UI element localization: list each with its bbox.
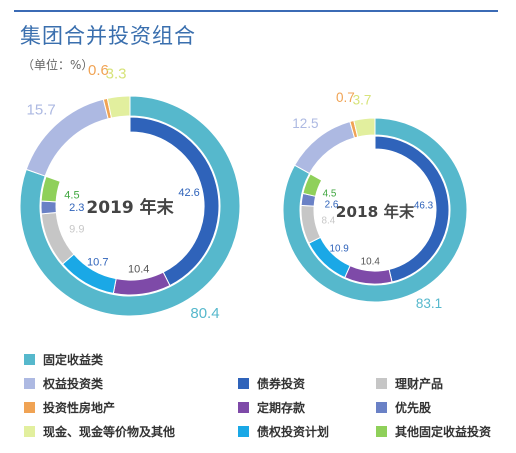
legend-swatch [24, 354, 35, 365]
legend-swatch [238, 426, 249, 437]
legend-item-fixed_income: 固定收益类 [24, 351, 103, 368]
legend-label: 其他固定收益投资 [395, 425, 492, 439]
outer-value-label: 0.7 [336, 90, 355, 105]
outer-value-label: 0.6 [88, 62, 109, 79]
inner-value-label: 10.9 [330, 243, 350, 254]
legend-item-debt_plans: 债权投资计划 [238, 423, 329, 440]
legend-label: 债券投资 [257, 377, 306, 391]
legend-swatch [376, 426, 387, 437]
outer-slice-cash [106, 95, 131, 119]
outer-value-label: 15.7 [27, 101, 56, 118]
center-year-label: 2018 年末 [336, 203, 415, 221]
legend-item-deposits: 定期存款 [238, 399, 305, 416]
legend-swatch [24, 378, 35, 389]
outer-value-label: 12.5 [292, 116, 318, 131]
legend-swatch [24, 426, 35, 437]
legend-label: 理财产品 [395, 377, 444, 391]
unit-label: （单位：%） [22, 58, 94, 72]
legend-item-other_fixed: 其他固定收益投资 [376, 423, 491, 440]
legend-swatch [238, 402, 249, 413]
legend-item-equity: 权益投资类 [24, 375, 103, 392]
inner-slice-preferred [40, 200, 57, 215]
inner-value-label: 8.4 [322, 216, 336, 227]
outer-value-label: 3.7 [353, 93, 372, 108]
inner-value-label: 2.3 [69, 202, 84, 214]
page-title: 集团合并投资组合 [20, 24, 196, 48]
inner-value-label: 4.5 [64, 189, 79, 201]
legend-swatch [24, 402, 35, 413]
inner-value-label: 10.7 [87, 257, 108, 269]
legend-item-bonds: 债券投资 [238, 375, 305, 392]
legend-item-property: 投资性房地产 [24, 399, 115, 416]
legend-label: 权益投资类 [43, 377, 104, 391]
inner-value-label: 2.6 [325, 200, 339, 211]
outer-value-label: 3.3 [106, 66, 127, 83]
legend-label: 债权投资计划 [257, 425, 330, 439]
donut-chart-2018: 83.1 12.5 0.73.7 46.3 10.4 10.9 8.4 2.64.5 2018 … [282, 90, 468, 311]
legend-item-wealth: 理财产品 [376, 375, 443, 392]
inner-value-label: 9.9 [69, 223, 84, 235]
header-rule [14, 10, 498, 12]
outer-value-label: 80.4 [190, 305, 219, 322]
legend-swatch [238, 378, 249, 389]
outer-slice-fixed_income [282, 117, 468, 303]
inner-value-label: 42.6 [178, 187, 199, 199]
inner-value-label: 46.3 [414, 200, 434, 211]
outer-slice-cash [353, 117, 376, 138]
inner-value-label: 10.4 [128, 263, 149, 275]
legend-item-cash: 现金、现金等价物及其他 [24, 423, 175, 440]
legend-item-preferred: 优先股 [376, 399, 431, 416]
legend-label: 定期存款 [257, 401, 306, 415]
legend-label: 投资性房地产 [43, 401, 116, 415]
inner-value-label: 10.4 [361, 256, 381, 267]
outer-value-label: 83.1 [416, 296, 442, 311]
outer-slice-fixed_income [19, 95, 241, 317]
inner-slice-other_fixed [40, 175, 61, 203]
center-year-label: 2019 年末 [86, 197, 174, 218]
legend-label: 固定收益类 [43, 353, 104, 367]
legend-swatch [376, 402, 387, 413]
donut-chart-2019: 80.4 15.7 0.63.3 42.6 10.4 10.7 9.9 2.34.5 2019 … [19, 62, 241, 322]
inner-value-label: 4.5 [323, 188, 337, 199]
legend-label: 优先股 [395, 401, 432, 415]
legend-swatch [376, 378, 387, 389]
legend-label: 现金、现金等价物及其他 [43, 425, 176, 439]
inner-slice-other_fixed [302, 173, 323, 197]
